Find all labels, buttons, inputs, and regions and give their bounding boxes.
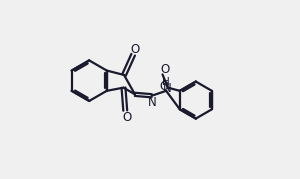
Text: O: O (131, 43, 140, 56)
Text: O: O (122, 111, 131, 124)
Text: O: O (160, 63, 169, 76)
Text: N: N (163, 81, 172, 95)
Text: H: H (162, 77, 170, 87)
Text: O: O (160, 80, 169, 93)
Text: N: N (148, 96, 157, 109)
